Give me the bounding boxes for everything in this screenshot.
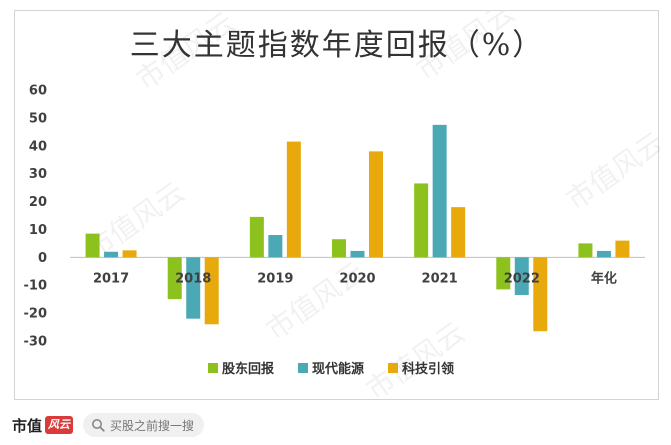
legend-label: 现代能源 <box>312 361 364 377</box>
search-placeholder: 买股之前搜一搜 <box>110 418 195 433</box>
y-tick-label: 20 <box>29 195 47 210</box>
bar <box>286 141 301 258</box>
bar <box>451 207 466 258</box>
y-axis-ticks: 60 50 40 30 20 10 0 -10 -20 -30 <box>24 84 48 350</box>
bar <box>332 239 346 258</box>
bar <box>369 151 383 258</box>
legend-swatch <box>388 363 398 373</box>
legend-label: 科技引领 <box>402 361 454 377</box>
category-labels: 2017 2018 2019 2020 2021 2022 年化 <box>93 270 617 286</box>
y-tick-label: 30 <box>29 167 47 182</box>
watermark-text: 市值风云 <box>360 315 471 401</box>
brand-text: 市值 <box>12 416 43 435</box>
legend-swatch <box>208 363 218 373</box>
x-category-label: 2017 <box>93 271 129 286</box>
search-icon <box>92 419 105 432</box>
brand-logo[interactable]: 市值 风云 <box>12 415 74 436</box>
legend: 股东回报 现代能源 科技引领 <box>208 361 454 377</box>
y-tick-label: 60 <box>29 84 47 99</box>
bars <box>85 124 630 332</box>
x-category-label: 年化 <box>591 270 617 286</box>
bar <box>249 216 264 258</box>
y-tick-label: 50 <box>29 111 47 126</box>
legend-swatch <box>298 363 308 373</box>
bar <box>596 250 611 258</box>
watermark-text: 市值风云 <box>260 255 371 346</box>
footer: 市值 风云 买股之前搜一搜 <box>0 405 671 445</box>
chart-title: 三大主题指数年度回报（%） <box>130 28 545 63</box>
watermark-text: 市值风云 <box>560 125 660 216</box>
chart-frame: 市值风云 市值风云 市值风云 市值风云 市值风云 市值风云 三大主题指数年度回报（%） 6… <box>14 10 661 401</box>
y-tick-label: -30 <box>24 335 48 350</box>
bar <box>186 257 201 319</box>
bar <box>578 243 593 258</box>
bar <box>350 250 365 258</box>
bar <box>122 250 137 258</box>
y-tick-label: 40 <box>29 139 47 154</box>
y-tick-label: 10 <box>29 223 47 238</box>
y-tick-label: -10 <box>24 279 48 294</box>
bar <box>496 257 511 290</box>
bar <box>615 240 630 258</box>
x-category-label: 2018 <box>175 271 211 286</box>
x-category-label: 2022 <box>504 271 540 286</box>
bar <box>167 257 182 300</box>
search-box[interactable]: 买股之前搜一搜 <box>83 413 205 437</box>
bar <box>414 183 429 258</box>
bar <box>85 233 100 258</box>
bar <box>514 257 529 295</box>
brand-stamp: 风云 <box>45 416 74 434</box>
legend-label: 股东回报 <box>222 361 275 377</box>
x-category-label: 2020 <box>339 271 375 286</box>
bar <box>204 257 219 325</box>
y-tick-label: 0 <box>38 251 47 266</box>
bar <box>104 251 119 258</box>
x-category-label: 2021 <box>422 271 458 286</box>
bar <box>268 235 283 258</box>
y-tick-label: -20 <box>24 307 48 322</box>
x-category-label: 2019 <box>257 271 293 286</box>
bar <box>432 124 447 258</box>
bar <box>533 257 548 332</box>
